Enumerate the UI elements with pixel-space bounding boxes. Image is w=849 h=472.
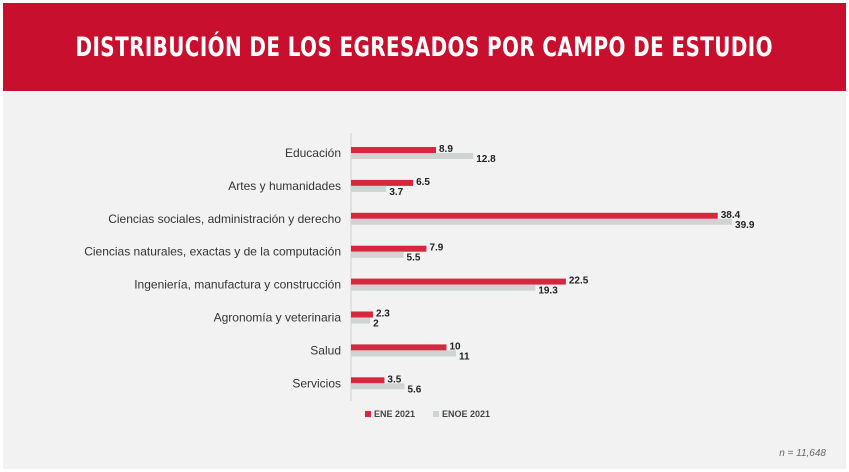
bar-enoe bbox=[351, 350, 457, 357]
category-label: Educación bbox=[285, 146, 341, 160]
bar-ene bbox=[351, 245, 427, 252]
data-label: 22.5 bbox=[569, 276, 589, 287]
title-banner: DISTRIBUCIÓN DE LOS EGRESADOS POR CAMPO … bbox=[3, 3, 846, 91]
data-label: 12.8 bbox=[476, 154, 496, 165]
legend-label: ENOE 2021 bbox=[442, 409, 490, 419]
legend-swatch bbox=[365, 411, 371, 417]
data-label: 11 bbox=[459, 351, 470, 362]
bar-ene bbox=[351, 311, 373, 318]
category-label: Artes y humanidades bbox=[228, 179, 341, 193]
category-label: Salud bbox=[310, 343, 341, 357]
category-label: Ingeniería, manufactura y construcción bbox=[134, 278, 341, 292]
data-label: 2.3 bbox=[376, 309, 390, 320]
bar-ene bbox=[351, 278, 566, 285]
data-label: 38.4 bbox=[721, 210, 741, 221]
category-label: Ciencias naturales, exactas y de la comp… bbox=[84, 245, 341, 259]
category-label: Agronomía y veterinaria bbox=[214, 311, 342, 325]
sample-size-note: n = 11,648 bbox=[779, 448, 826, 459]
bar-enoe bbox=[351, 284, 536, 291]
bar-enoe bbox=[351, 383, 405, 390]
bar-enoe bbox=[351, 251, 404, 258]
bar-enoe bbox=[351, 218, 733, 225]
data-label: 3.7 bbox=[389, 187, 403, 198]
bar-ene bbox=[351, 212, 718, 219]
legend-label: ENE 2021 bbox=[374, 409, 415, 419]
page-title: DISTRIBUCIÓN DE LOS EGRESADOS POR CAMPO … bbox=[75, 31, 774, 63]
bar-chart: Educación 8.9 12.8 Artes y humanidades 6.5 3.… bbox=[84, 133, 755, 419]
data-label: 2 bbox=[373, 319, 379, 330]
data-label: 19.3 bbox=[538, 286, 558, 297]
data-label: 39.9 bbox=[735, 220, 755, 231]
bar-enoe bbox=[351, 317, 371, 324]
bar-ene bbox=[351, 179, 414, 186]
category-label: Ciencias sociales, administración y dere… bbox=[108, 212, 341, 226]
data-label: 5.6 bbox=[407, 384, 421, 395]
bar-ene bbox=[351, 344, 447, 351]
data-label: 3.5 bbox=[387, 374, 401, 385]
data-label: 7.9 bbox=[429, 243, 443, 254]
chart-panel: DISTRIBUCIÓN DE LOS EGRESADOS POR CAMPO … bbox=[3, 3, 846, 469]
bar-enoe bbox=[351, 153, 474, 159]
data-label: 6.5 bbox=[416, 177, 430, 188]
bar-ene bbox=[351, 377, 385, 384]
bar-enoe bbox=[351, 185, 387, 192]
data-label: 10 bbox=[450, 341, 462, 352]
data-label: 8.9 bbox=[439, 144, 453, 155]
legend-swatch bbox=[433, 411, 439, 417]
bar-ene bbox=[351, 147, 436, 153]
data-label: 5.5 bbox=[407, 253, 421, 264]
category-label: Servicios bbox=[292, 376, 341, 390]
